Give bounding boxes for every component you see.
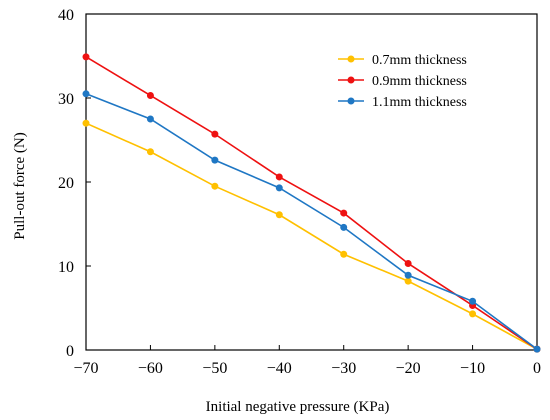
y-tick-label: 10 — [58, 259, 74, 276]
data-point — [211, 156, 219, 164]
x-tick-label: 0 — [533, 360, 541, 377]
data-point — [211, 182, 219, 190]
data-point — [469, 297, 477, 305]
data-point — [275, 211, 283, 219]
legend-item: 0.7mm thickness — [338, 53, 467, 68]
y-tick-label: 20 — [58, 175, 74, 192]
data-point — [146, 148, 154, 156]
data-point — [404, 277, 412, 285]
x-tick-label: −40 — [267, 360, 292, 377]
x-tick-label: −30 — [331, 360, 356, 377]
data-point — [211, 130, 219, 138]
data-point — [533, 345, 541, 353]
legend-marker — [347, 97, 355, 105]
data-point — [82, 90, 90, 98]
data-point — [82, 53, 90, 61]
y-tick-label: 30 — [58, 91, 74, 108]
y-tick-label: 40 — [58, 7, 74, 24]
data-point — [469, 310, 477, 318]
data-point — [146, 115, 154, 123]
y-axis-ticks: 0 10 20 30 40 — [58, 7, 91, 360]
data-point — [82, 119, 90, 127]
x-axis-label: Initial negative pressure (KPa) — [206, 399, 390, 415]
x-tick-label: −50 — [202, 360, 227, 377]
legend-item: 1.1mm thickness — [338, 95, 467, 110]
data-point — [340, 250, 348, 258]
legend-marker — [347, 55, 355, 63]
legend-label: 0.9mm thickness — [372, 74, 467, 89]
legend-marker — [347, 76, 355, 84]
series-2 — [82, 53, 541, 353]
data-point — [275, 184, 283, 192]
series-3 — [82, 90, 541, 353]
series-line — [85, 93, 538, 350]
legend-item: 0.9mm thickness — [338, 74, 467, 89]
data-point — [404, 259, 412, 267]
series-1 — [82, 119, 541, 353]
data-point — [275, 173, 283, 181]
x-axis-ticks: −70 −60 −50 −40 −30 −20 −10 0 — [73, 345, 541, 377]
legend-label: 0.7mm thickness — [372, 53, 467, 68]
data-point — [404, 271, 412, 279]
x-tick-label: −70 — [73, 360, 98, 377]
data-point — [146, 91, 154, 99]
y-axis-label: Pull-out force (N) — [12, 132, 28, 239]
series-line — [85, 122, 538, 350]
y-tick-label: 0 — [66, 343, 74, 360]
x-tick-label: −20 — [396, 360, 421, 377]
data-point — [340, 223, 348, 231]
series-layer — [82, 53, 541, 353]
series-line — [85, 56, 538, 350]
data-point — [340, 209, 348, 217]
x-tick-label: −10 — [460, 360, 485, 377]
legend: 0.7mm thickness 0.9mm thickness 1.1mm thic… — [338, 53, 467, 110]
x-tick-label: −60 — [138, 360, 163, 377]
legend-label: 1.1mm thickness — [372, 95, 467, 110]
